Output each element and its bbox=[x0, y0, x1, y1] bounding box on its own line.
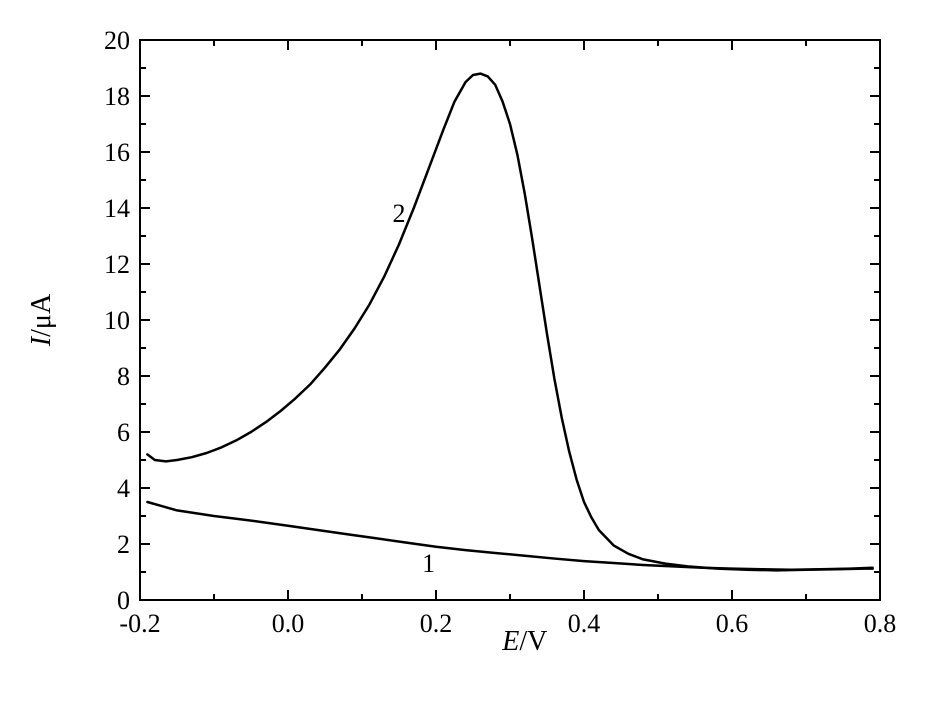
y-tick-label: 0 bbox=[117, 586, 130, 615]
y-axis-label: I/μA bbox=[26, 293, 57, 347]
curve-2-label: 2 bbox=[393, 199, 406, 228]
y-tick-label: 2 bbox=[117, 530, 130, 559]
y-tick-label: 4 bbox=[117, 474, 130, 503]
y-tick-label: 18 bbox=[104, 82, 130, 111]
y-tick-label: 12 bbox=[104, 250, 130, 279]
line-chart: -0.20.00.20.40.60.802468101214161820E/VI… bbox=[0, 0, 944, 708]
x-tick-label: 0.0 bbox=[272, 609, 305, 638]
y-tick-label: 6 bbox=[117, 418, 130, 447]
x-tick-label: 0.2 bbox=[420, 609, 453, 638]
y-tick-label: 16 bbox=[104, 138, 130, 167]
y-tick-label: 8 bbox=[117, 362, 130, 391]
curve-1-label: 1 bbox=[422, 549, 435, 578]
x-tick-label: 0.8 bbox=[864, 609, 897, 638]
y-tick-label: 14 bbox=[104, 194, 130, 223]
y-tick-label: 10 bbox=[104, 306, 130, 335]
x-tick-label: 0.4 bbox=[568, 609, 601, 638]
x-axis-label: E/V bbox=[501, 626, 547, 657]
x-tick-label: 0.6 bbox=[716, 609, 749, 638]
chart-container: -0.20.00.20.40.60.802468101214161820E/VI… bbox=[0, 0, 944, 708]
y-tick-label: 20 bbox=[104, 26, 130, 55]
